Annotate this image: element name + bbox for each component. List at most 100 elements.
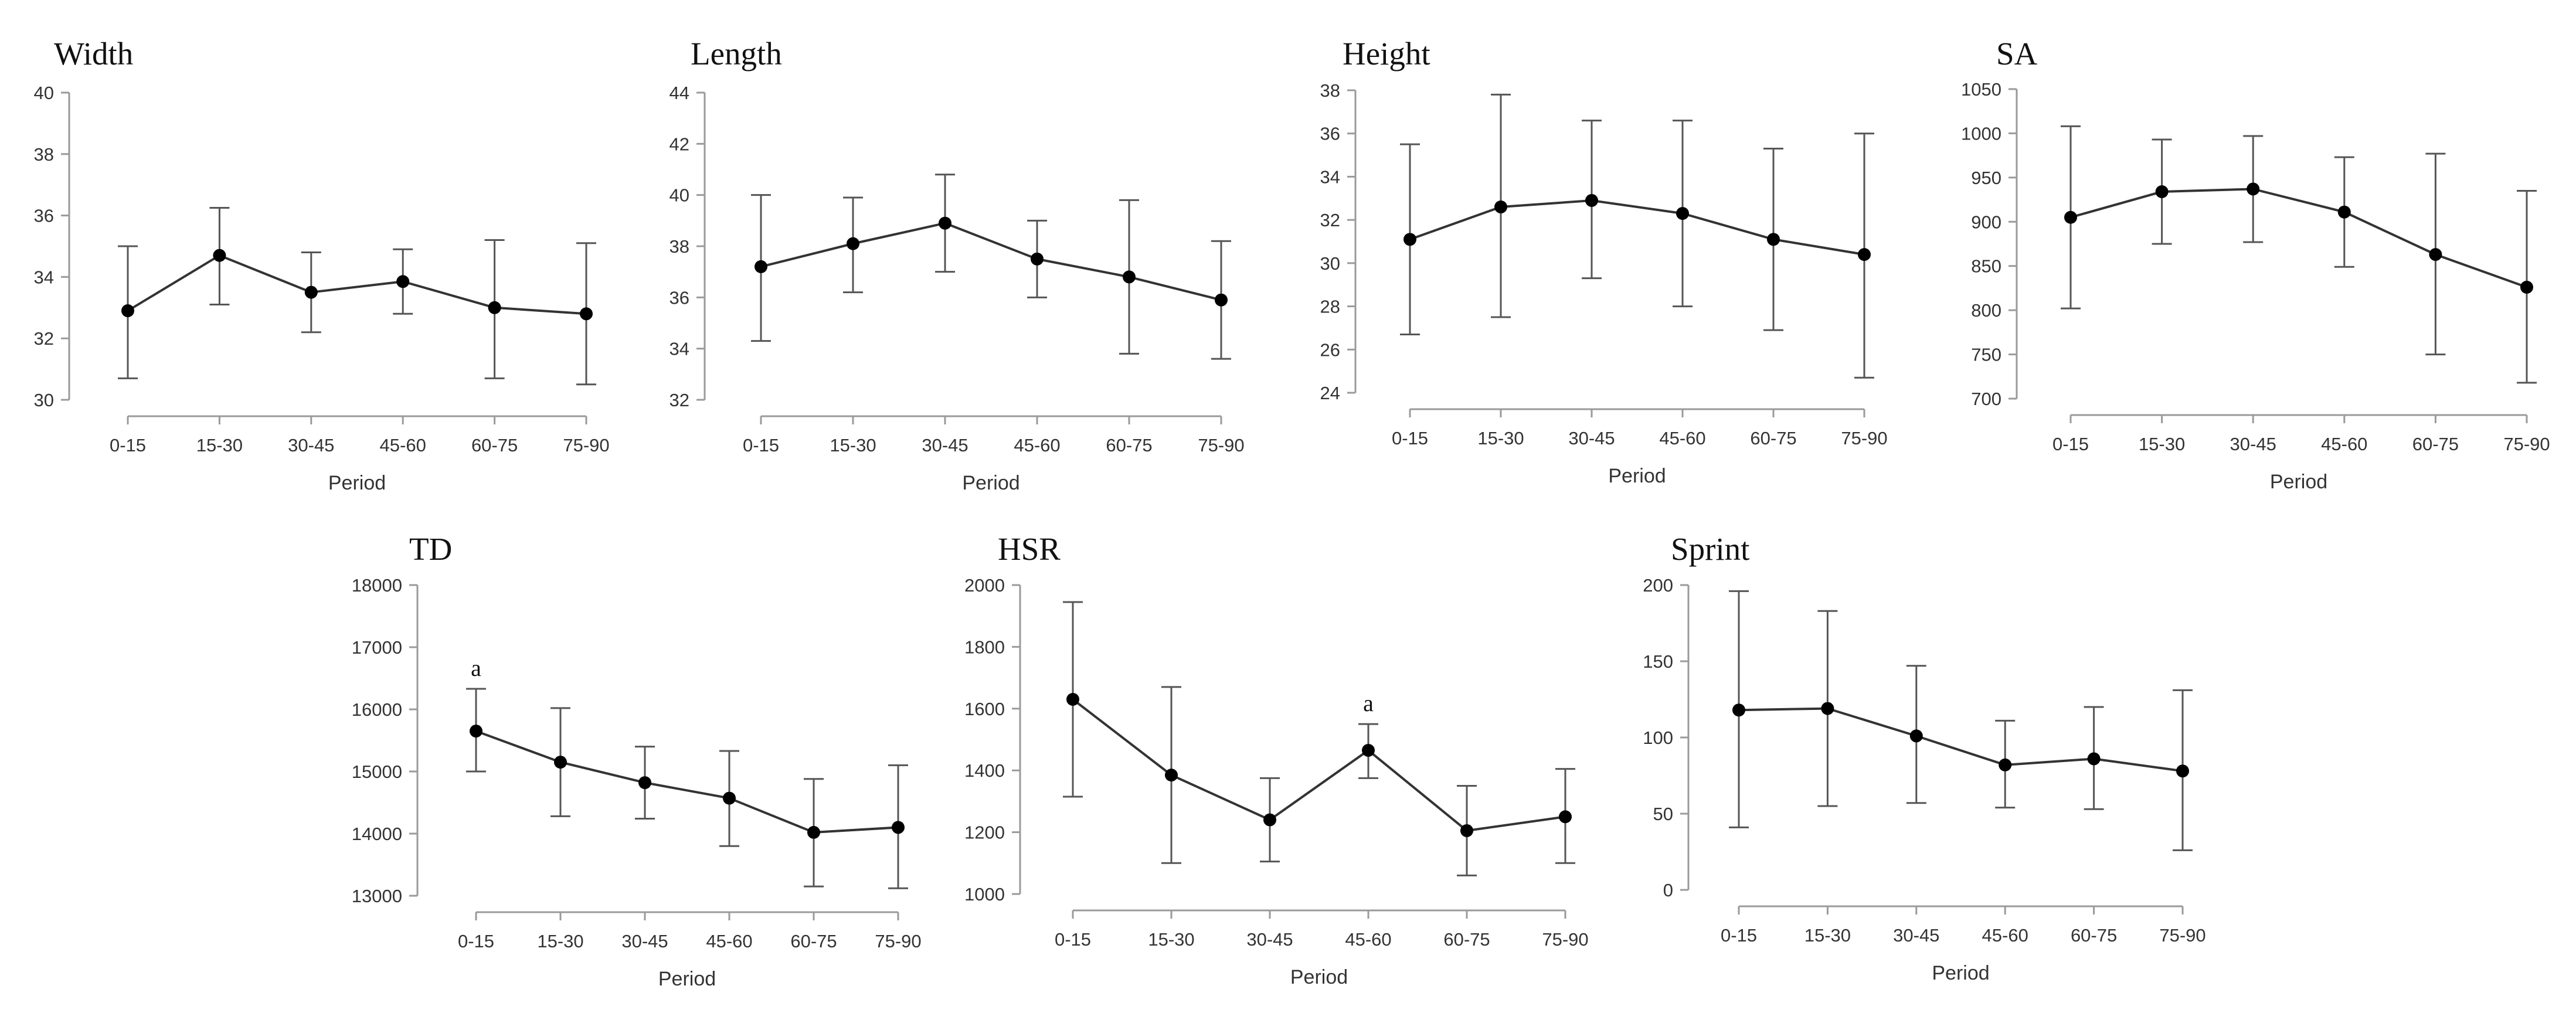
y-tick-label: 50 [1653, 804, 1673, 824]
x-axis-label: Period [2270, 471, 2327, 493]
x-tick-label: 60-75 [790, 931, 837, 951]
y-tick-label: 34 [34, 267, 54, 287]
x-tick-label: 0-15 [2052, 434, 2089, 454]
data-point [1460, 824, 1473, 837]
data-point [1909, 729, 1923, 743]
data-point [1999, 758, 2012, 771]
y-tick-label: 32 [670, 390, 689, 410]
x-axis-label: Period [328, 472, 386, 494]
chart-panel-length: Length 32 34 36 38 40 42 44 0-15 15-30 30-45 45-60 6… [670, 36, 1245, 494]
y-tick-label: 900 [1971, 212, 2001, 232]
y-tick-label: 24 [1320, 383, 1340, 403]
chart-title: TD [409, 531, 452, 567]
data-point [304, 285, 318, 299]
y-tick-label: 30 [34, 390, 54, 410]
data-point [723, 791, 736, 805]
x-axis-label: Period [1608, 465, 1666, 487]
data-point [2337, 205, 2351, 219]
x-tick-label: 0-15 [743, 435, 779, 455]
data-point [2064, 210, 2077, 224]
x-tick-label: 15-30 [196, 435, 243, 455]
data-point [1031, 252, 1044, 266]
data-point [1165, 769, 1178, 782]
x-tick-label: 45-60 [380, 435, 426, 455]
x-tick-label: 30-45 [1246, 929, 1293, 950]
y-tick-label: 1600 [964, 699, 1005, 719]
y-tick-label: 18000 [352, 575, 402, 596]
annotation-label: a [471, 655, 481, 681]
x-axis-label: Period [1290, 966, 1348, 988]
y-tick-label: 1000 [1961, 123, 2001, 144]
data-point [939, 216, 951, 230]
data-point [1263, 813, 1276, 827]
data-point [2520, 280, 2533, 294]
data-point [1362, 743, 1375, 757]
chart-title: SA [1996, 36, 2038, 72]
chart-title: Height [1343, 36, 1430, 72]
y-tick-label: 14000 [352, 824, 402, 844]
series-line [127, 254, 587, 315]
data-point [1821, 702, 1834, 715]
chart-title: HSR [998, 531, 1061, 567]
x-tick-label: 0-15 [458, 931, 494, 951]
data-point [1123, 270, 1136, 284]
data-point [488, 301, 501, 314]
chart-title: Sprint [1671, 531, 1749, 567]
y-tick-label: 15000 [352, 762, 402, 782]
data-point [1494, 200, 1507, 214]
y-tick-label: 800 [1971, 300, 2001, 321]
x-tick-label: 30-45 [1893, 925, 1939, 946]
x-tick-label: 45-60 [1345, 929, 1391, 950]
chart-panel-hsr: HSR 1000 1200 1400 1600 1800 2000 0-15 15-30 30-4… [964, 531, 1589, 988]
data-point [2176, 764, 2189, 778]
chart-title: Length [691, 36, 782, 72]
data-point [1559, 810, 1572, 824]
data-point [121, 304, 134, 318]
y-tick-label: 0 [1663, 880, 1673, 900]
x-tick-label: 60-75 [1443, 929, 1490, 950]
y-tick-label: 38 [1320, 80, 1340, 101]
x-tick-label: 60-75 [2412, 434, 2459, 454]
x-tick-label: 75-90 [875, 931, 921, 951]
x-tick-label: 15-30 [1804, 925, 1851, 946]
data-point [1215, 293, 1228, 307]
chart-panel-sprint: Sprint 0 50 100 150 200 0-15 15-30 30-45 45-60 60-… [1643, 531, 2205, 984]
y-tick-label: 28 [1320, 297, 1340, 317]
y-tick-label: 34 [670, 339, 689, 359]
data-point [1767, 233, 1780, 246]
x-tick-label: 30-45 [288, 435, 334, 455]
x-axis-label: Period [962, 472, 1019, 494]
x-tick-label: 75-90 [1542, 929, 1588, 950]
y-tick-label: 44 [670, 83, 689, 103]
x-tick-label: 15-30 [830, 435, 876, 455]
y-tick-label: 1200 [964, 822, 1005, 843]
x-tick-label: 15-30 [537, 931, 583, 951]
y-tick-label: 32 [1320, 210, 1340, 230]
data-point [213, 249, 226, 262]
x-tick-label: 75-90 [563, 435, 609, 455]
chart-panel-height: Height 24 26 28 30 32 34 36 38 0-15 15-30 30-45 45-6… [1320, 36, 1888, 487]
y-tick-label: 34 [1320, 166, 1340, 187]
data-point [2429, 248, 2442, 261]
x-tick-label: 45-60 [706, 931, 752, 951]
y-tick-label: 36 [670, 287, 689, 308]
y-tick-label: 750 [1971, 345, 2001, 365]
y-tick-label: 13000 [352, 886, 402, 906]
x-tick-label: 75-90 [2159, 925, 2205, 946]
data-point [2087, 752, 2101, 766]
y-tick-label: 1800 [964, 637, 1005, 657]
series-line [475, 730, 899, 834]
x-tick-label: 15-30 [1148, 929, 1194, 950]
y-tick-label: 1000 [964, 884, 1005, 905]
x-tick-label: 0-15 [1721, 925, 1757, 946]
chart-title: Width [54, 36, 133, 72]
y-tick-label: 38 [670, 236, 689, 257]
y-tick-label: 40 [34, 83, 54, 103]
x-tick-label: 75-90 [1198, 435, 1244, 455]
series-line [1409, 199, 1865, 256]
y-tick-label: 17000 [352, 637, 402, 658]
y-tick-label: 950 [1971, 168, 2001, 188]
y-tick-label: 36 [1320, 124, 1340, 144]
x-tick-label: 15-30 [2139, 434, 2185, 454]
data-point [2155, 185, 2169, 198]
